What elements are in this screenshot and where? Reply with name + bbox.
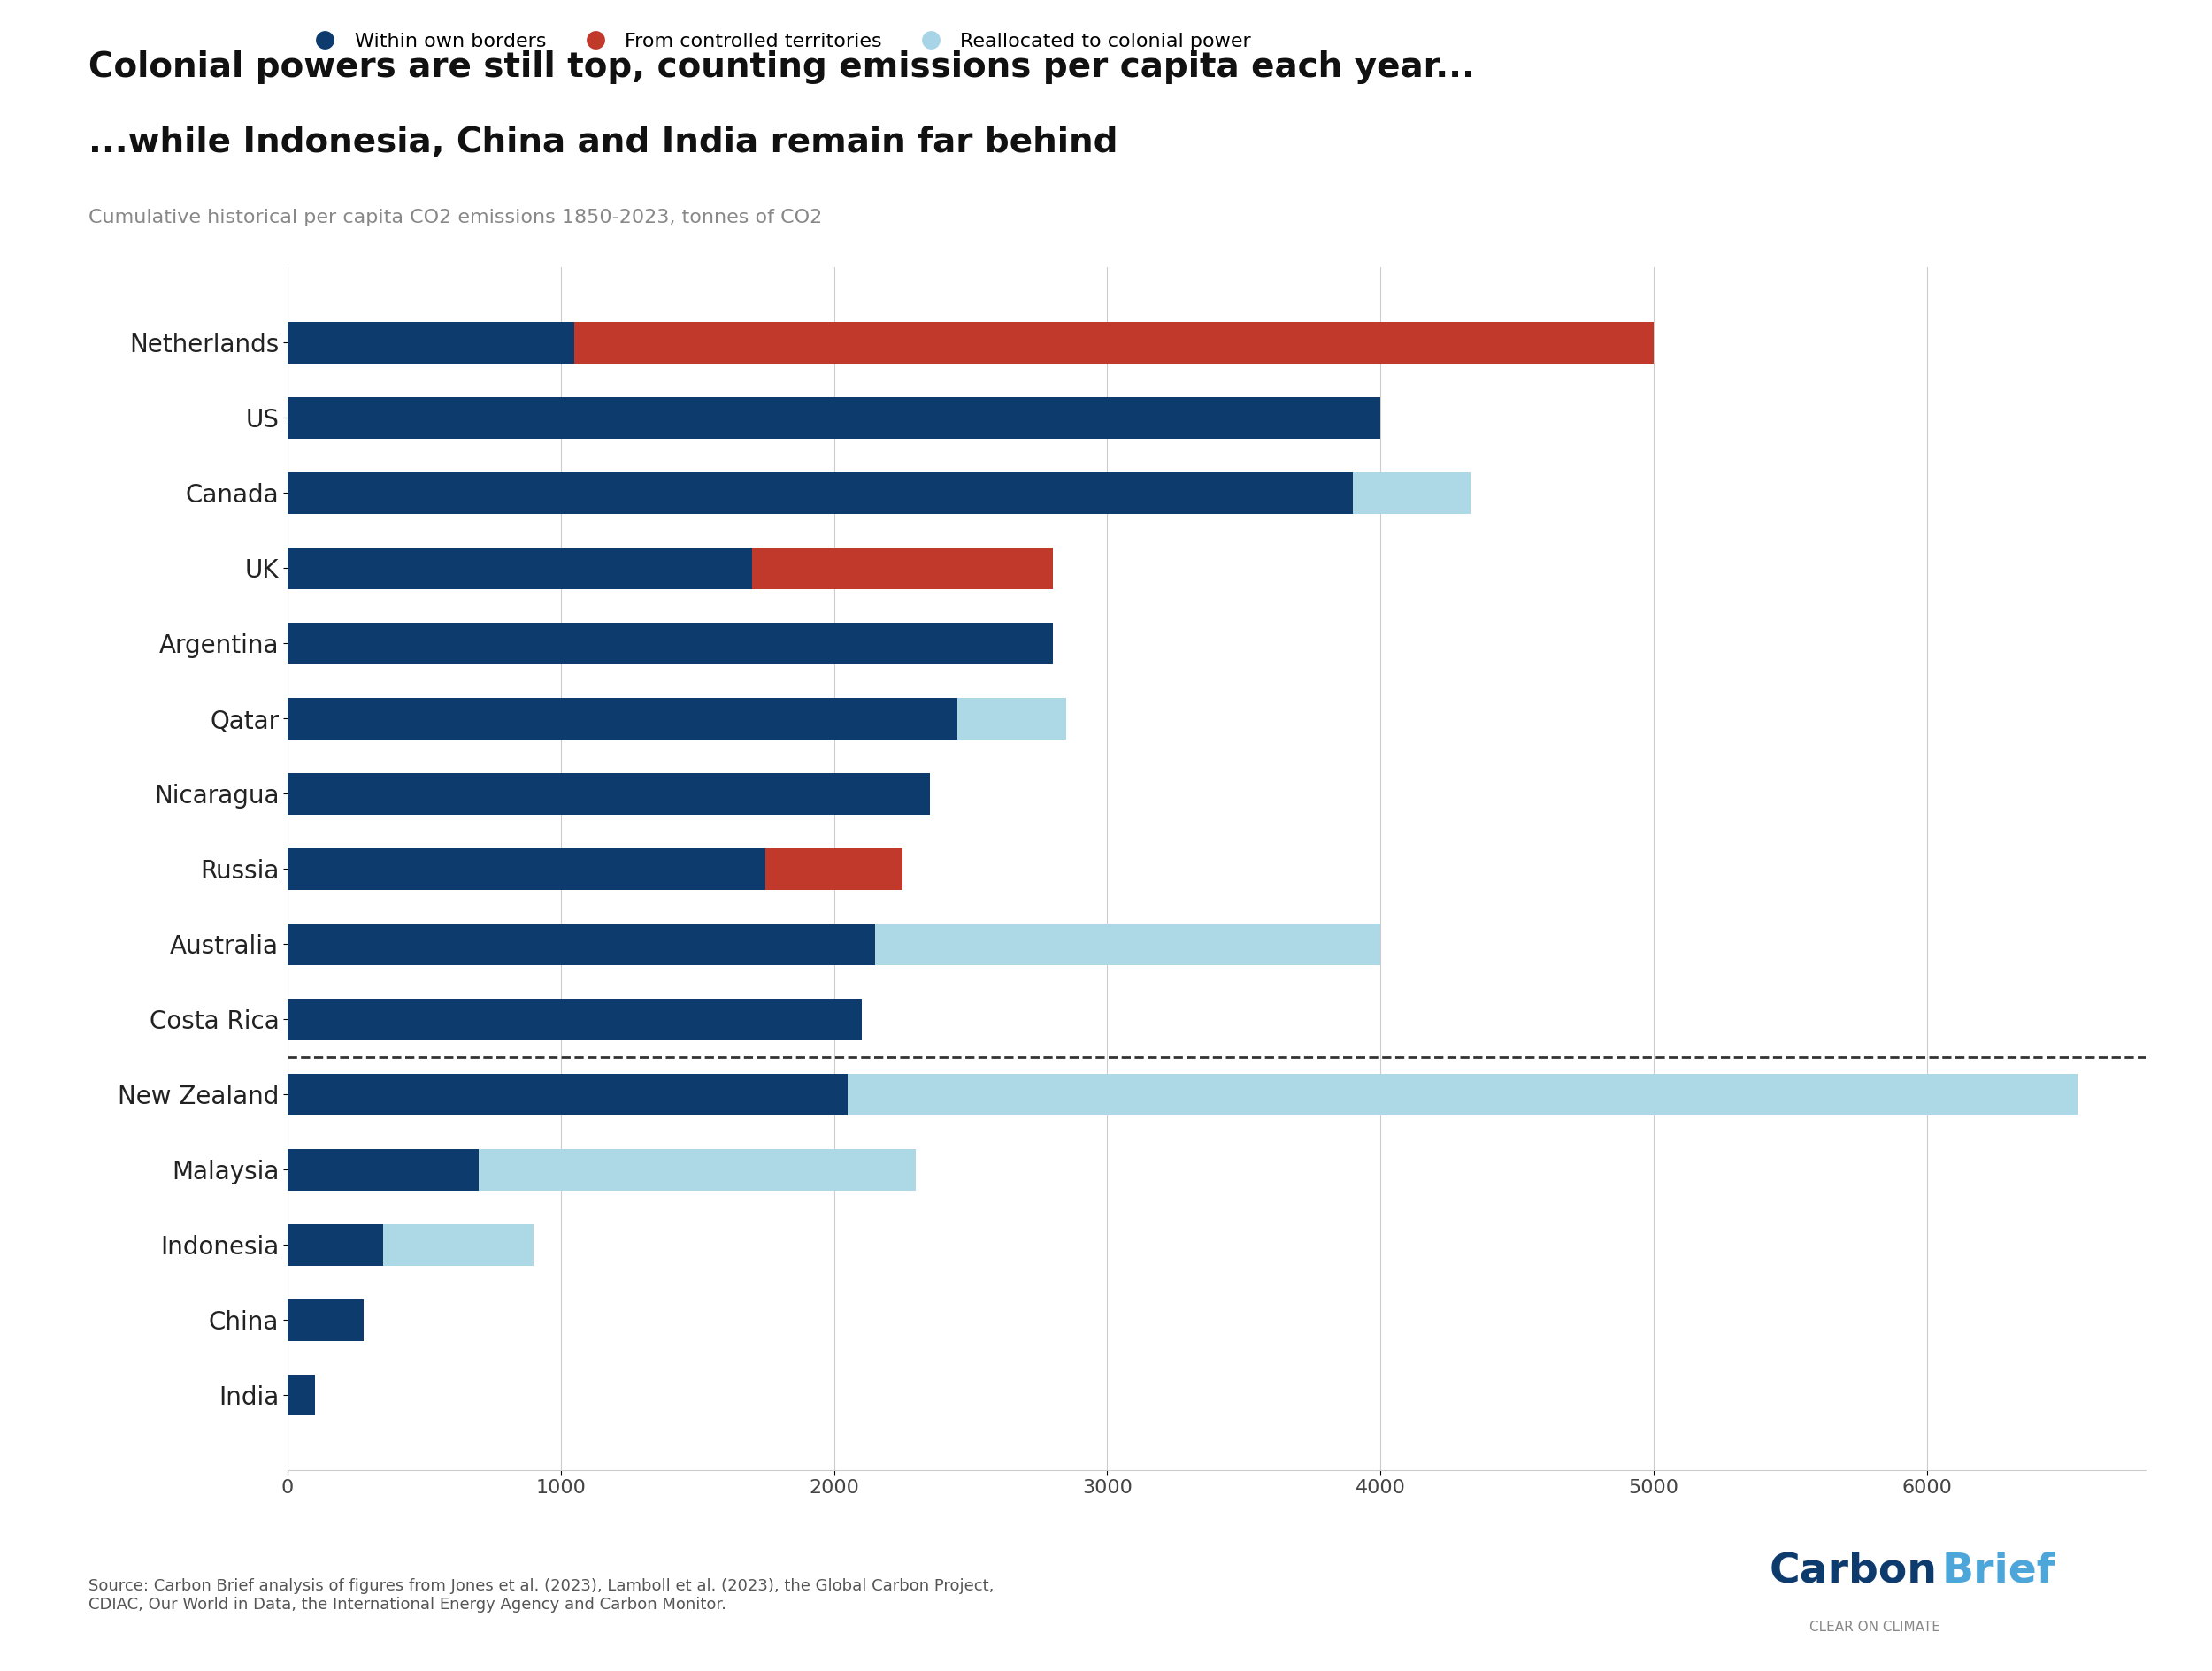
Bar xyxy=(288,398,1380,438)
Bar xyxy=(958,698,1066,739)
Bar xyxy=(383,1225,533,1265)
Bar xyxy=(288,323,575,363)
Text: Brief: Brief xyxy=(1942,1551,2055,1591)
Text: ...while Indonesia, China and India remain far behind: ...while Indonesia, China and India rema… xyxy=(88,125,1117,159)
Text: Carbon: Carbon xyxy=(1770,1551,1938,1591)
Text: Cumulative historical per capita CO2 emissions 1850-2023, tonnes of CO2: Cumulative historical per capita CO2 emi… xyxy=(88,209,823,227)
Bar xyxy=(288,623,1053,663)
Bar xyxy=(288,1074,847,1115)
Text: CLEAR ON CLIMATE: CLEAR ON CLIMATE xyxy=(1809,1621,1940,1634)
Legend: Within own borders, From controlled territories, Reallocated to colonial power: Within own borders, From controlled terr… xyxy=(296,25,1259,58)
Text: Source: Carbon Brief analysis of figures from Jones et al. (2023), Lamboll et al: Source: Carbon Brief analysis of figures… xyxy=(88,1577,993,1613)
Text: Colonial powers are still top, counting emissions per capita each year...: Colonial powers are still top, counting … xyxy=(88,50,1475,84)
Bar xyxy=(876,924,1380,964)
Bar xyxy=(575,323,1655,363)
Bar xyxy=(288,1150,478,1190)
Bar xyxy=(847,1074,2077,1115)
Bar xyxy=(288,999,860,1039)
Bar xyxy=(752,548,1053,588)
Bar xyxy=(288,924,876,964)
Bar xyxy=(288,849,765,889)
Bar xyxy=(288,473,1354,513)
Bar xyxy=(288,1225,383,1265)
Bar xyxy=(478,1150,916,1190)
Bar xyxy=(288,774,929,814)
Bar xyxy=(288,1375,314,1415)
Bar xyxy=(288,698,958,739)
Bar xyxy=(288,1300,365,1340)
Bar xyxy=(765,849,902,889)
Bar xyxy=(1354,473,1471,513)
Bar xyxy=(288,548,752,588)
